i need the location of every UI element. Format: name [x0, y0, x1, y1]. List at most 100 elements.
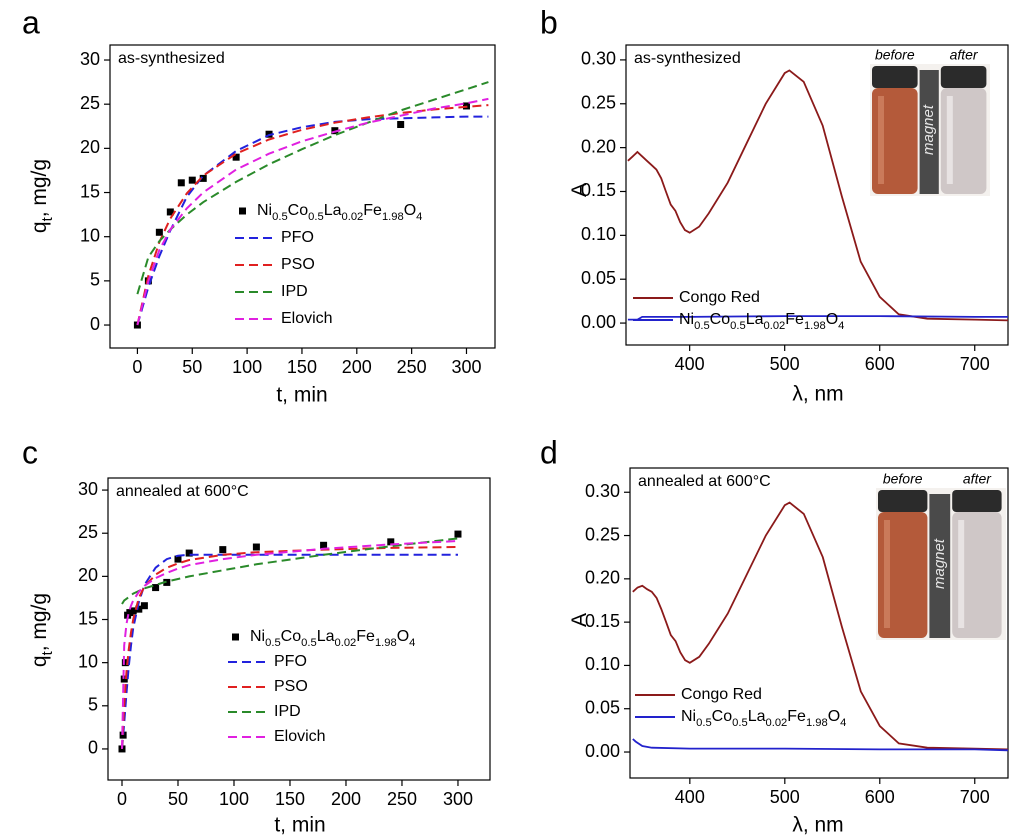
legend-label: IPD — [281, 283, 308, 300]
panel: b 0.00 0.05 0.10 0.15 0.20 0.25 0.30 400 500 600 70… — [540, 4, 1009, 406]
y-tick-label: 0.15 — [585, 611, 620, 631]
vial-cap — [952, 490, 1002, 512]
y-tick-label: 15 — [78, 608, 98, 628]
plot-area — [632, 501, 1008, 752]
x-axis-label: t, min — [276, 384, 327, 407]
x-tick-label: 300 — [443, 789, 473, 809]
y-tick-label: 25 — [78, 522, 98, 542]
y-tick-label: 0.05 — [585, 697, 620, 717]
panel-letter: c — [22, 434, 38, 470]
y-tick-label: 0.00 — [585, 741, 620, 761]
legend-label: Congo Red — [679, 289, 760, 306]
x-tick-label: 600 — [865, 354, 895, 374]
legend-label: Ni0.5Co0.5La0.02Fe1.98O4 — [257, 202, 422, 223]
plot-area — [118, 530, 462, 753]
legend-label: Congo Red — [681, 686, 762, 703]
x-tick-label: 500 — [770, 787, 800, 807]
y-tick-label: 0.25 — [585, 524, 620, 544]
vial-cap — [940, 66, 987, 88]
vial-shine — [884, 520, 890, 628]
data-point — [121, 659, 129, 667]
x-tick-label: 700 — [960, 354, 990, 374]
inset-label: before — [883, 471, 923, 487]
y-tick-label: 25 — [80, 93, 100, 113]
x-tick-label: 250 — [397, 357, 427, 377]
data-point — [152, 584, 160, 592]
legend-label: Ni0.5Co0.5La0.02Fe1.98O4 — [679, 311, 844, 332]
annotation: annealed at 600°C — [116, 483, 249, 500]
vial-before — [878, 512, 928, 638]
vial-cap — [872, 66, 918, 88]
y-axis-label-part: , mg/g — [28, 593, 51, 651]
y-axis-label: A — [568, 183, 591, 197]
x-tick-label: 0 — [132, 357, 142, 377]
y-tick-label: 15 — [80, 181, 100, 201]
y-tick-label: 0 — [88, 738, 98, 758]
x-axis-label: t, min — [274, 814, 325, 837]
y-tick-label: 0.20 — [581, 136, 616, 156]
x-tick-label: 700 — [960, 787, 990, 807]
x-axis-label: λ, nm — [792, 383, 843, 406]
y-tick-label: 0.30 — [585, 481, 620, 501]
data-point — [185, 549, 193, 557]
x-tick-label: 250 — [387, 789, 417, 809]
data-point — [199, 174, 207, 182]
inset-label: after — [950, 47, 979, 63]
data-point — [320, 541, 328, 549]
data-point — [119, 731, 127, 739]
legend-label: PFO — [274, 653, 307, 670]
data-point — [177, 179, 185, 187]
y-axis-label-part: q — [28, 221, 51, 233]
series-line — [136, 115, 489, 326]
data-point — [155, 228, 163, 236]
inset-label: before — [875, 47, 915, 63]
y-tick-label: 30 — [80, 49, 100, 69]
legend-label: PSO — [281, 256, 315, 273]
series-line — [136, 81, 489, 295]
plot-frame — [109, 44, 496, 349]
annotation: annealed at 600°C — [638, 473, 771, 490]
data-point — [140, 602, 148, 610]
y-tick-label: 0.25 — [581, 93, 616, 113]
x-tick-label: 200 — [342, 357, 372, 377]
plot-frame — [625, 44, 1009, 346]
x-tick-label: 400 — [675, 787, 705, 807]
legend-label: Ni0.5Co0.5La0.02Fe1.98O4 — [250, 628, 415, 649]
y-axis-label-part: A — [568, 183, 591, 197]
plot-area — [133, 81, 489, 329]
x-tick-label: 0 — [117, 789, 127, 809]
data-point — [129, 607, 137, 615]
x-tick-label: 50 — [182, 357, 202, 377]
y-tick-label: 10 — [80, 225, 100, 245]
data-point — [133, 321, 141, 329]
y-tick-label: 20 — [78, 565, 98, 585]
legend-marker — [232, 633, 239, 641]
data-point — [120, 675, 128, 683]
y-tick-label: 0.15 — [581, 180, 616, 200]
y-tick-label: 0.00 — [581, 312, 616, 332]
x-tick-label: 200 — [331, 789, 361, 809]
data-point — [397, 121, 405, 129]
x-tick-label: 100 — [232, 357, 262, 377]
inset-label: after — [963, 471, 992, 487]
vial-shine — [946, 96, 953, 184]
y-axis-label-part: q — [28, 655, 51, 667]
x-tick-label: 400 — [675, 354, 705, 374]
vial-shine — [958, 520, 965, 628]
vial-cap — [878, 490, 928, 512]
data-point — [188, 176, 196, 184]
data-point — [174, 555, 182, 563]
x-tick-label: 150 — [287, 357, 317, 377]
x-tick-label: 50 — [168, 789, 188, 809]
legend-label: Ni0.5Co0.5La0.02Fe1.98O4 — [681, 708, 846, 729]
data-point — [454, 530, 462, 538]
x-tick-label: 150 — [275, 789, 305, 809]
data-point — [166, 208, 174, 216]
x-axis-label: λ, nm — [792, 814, 843, 837]
y-tick-label: 0.30 — [581, 49, 616, 69]
panel-letter: b — [540, 4, 558, 40]
panel: d 0.00 0.05 0.10 0.15 0.20 0.25 0.30 400 500 600 70… — [540, 434, 1009, 837]
series-line — [627, 69, 1008, 322]
